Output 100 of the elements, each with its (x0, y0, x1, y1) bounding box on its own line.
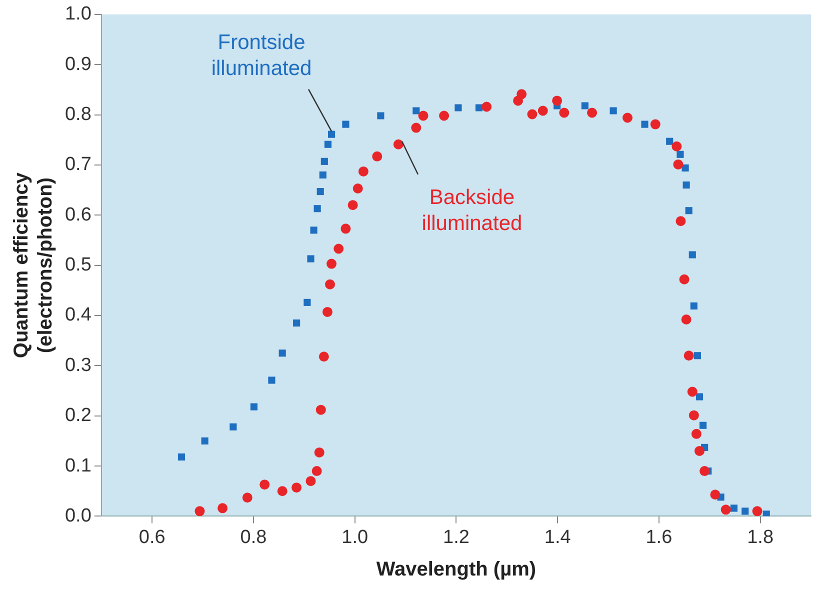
point (310, 226, 318, 234)
point (475, 104, 483, 112)
point (218, 503, 228, 514)
point (688, 251, 696, 258)
point (720, 504, 731, 515)
point (314, 205, 321, 212)
point (340, 224, 351, 234)
x-tick-label: 1.6 (646, 526, 672, 548)
point (581, 102, 588, 110)
point (559, 108, 570, 118)
y-tick-label: 0.5 (64, 254, 92, 276)
point (322, 306, 332, 317)
point (307, 255, 314, 262)
point (682, 181, 690, 189)
point (293, 319, 300, 327)
annotation: Backside illuminated (422, 186, 522, 236)
point (552, 96, 562, 106)
point (292, 482, 302, 493)
point (516, 89, 527, 100)
point (710, 490, 720, 500)
point (527, 109, 538, 120)
point (412, 107, 420, 114)
point (538, 106, 548, 116)
point (676, 150, 684, 158)
point (319, 171, 326, 179)
point (694, 446, 704, 456)
x-tick-label: 0.8 (240, 526, 267, 548)
point (342, 120, 350, 128)
point (358, 166, 368, 176)
point (650, 119, 660, 130)
point (278, 350, 286, 357)
y-tick-label: 0.2 (64, 405, 92, 426)
y-tick-label: 0.9 (64, 54, 92, 75)
point (587, 108, 598, 118)
point (316, 404, 326, 415)
point (178, 453, 186, 461)
point (694, 352, 701, 360)
x-tick-label: 1.4 (544, 526, 572, 548)
point (610, 107, 617, 114)
y-tick-label: 1.0 (64, 4, 92, 25)
point (691, 428, 702, 439)
point (700, 422, 707, 429)
point (372, 151, 382, 162)
point (673, 159, 684, 170)
point (684, 350, 694, 361)
point (393, 139, 404, 150)
point (328, 130, 336, 138)
point (268, 376, 276, 384)
y-tick-label: 0.0 (64, 505, 92, 526)
point (685, 207, 692, 214)
annotation: Frontside illuminated (211, 31, 312, 80)
y-tick-label: 0.1 (64, 455, 92, 476)
y-tick-label: 0.6 (64, 204, 92, 226)
y-tick-label: 0.8 (64, 104, 92, 125)
point (418, 110, 428, 121)
point (411, 122, 422, 133)
point (324, 140, 332, 148)
point (316, 188, 324, 196)
y-tick-label: 0.4 (64, 304, 92, 326)
point (672, 141, 682, 152)
point (194, 506, 205, 516)
point (742, 508, 749, 515)
point (730, 504, 738, 512)
point (752, 506, 762, 516)
x-tick-label: 1.0 (342, 526, 368, 548)
point (439, 110, 450, 121)
point (314, 447, 324, 458)
point (326, 258, 337, 269)
point (700, 466, 710, 476)
point (762, 510, 770, 516)
point (676, 216, 686, 226)
point (690, 302, 698, 310)
point (666, 138, 674, 145)
point (482, 102, 492, 112)
x-axis-title: Wavelength (µm) (376, 558, 536, 581)
point (325, 279, 335, 290)
point (681, 314, 692, 324)
point (201, 437, 208, 444)
point (277, 486, 288, 496)
point (230, 423, 237, 430)
point (320, 158, 328, 165)
point (352, 184, 363, 194)
y-tick-label: 0.7 (64, 154, 92, 176)
point (260, 480, 270, 490)
point (454, 104, 462, 112)
point (242, 492, 252, 503)
point (250, 403, 258, 410)
point (377, 112, 384, 120)
y-tick-label: 0.3 (64, 354, 92, 376)
x-tick-label: 0.6 (138, 526, 166, 548)
point (687, 386, 698, 397)
point (318, 352, 329, 362)
point (348, 200, 358, 210)
point (306, 476, 316, 486)
point (682, 164, 689, 172)
point (304, 298, 311, 306)
point (679, 274, 690, 284)
point (688, 410, 699, 420)
point (334, 244, 344, 254)
x-tick-label: 1.8 (747, 526, 774, 548)
